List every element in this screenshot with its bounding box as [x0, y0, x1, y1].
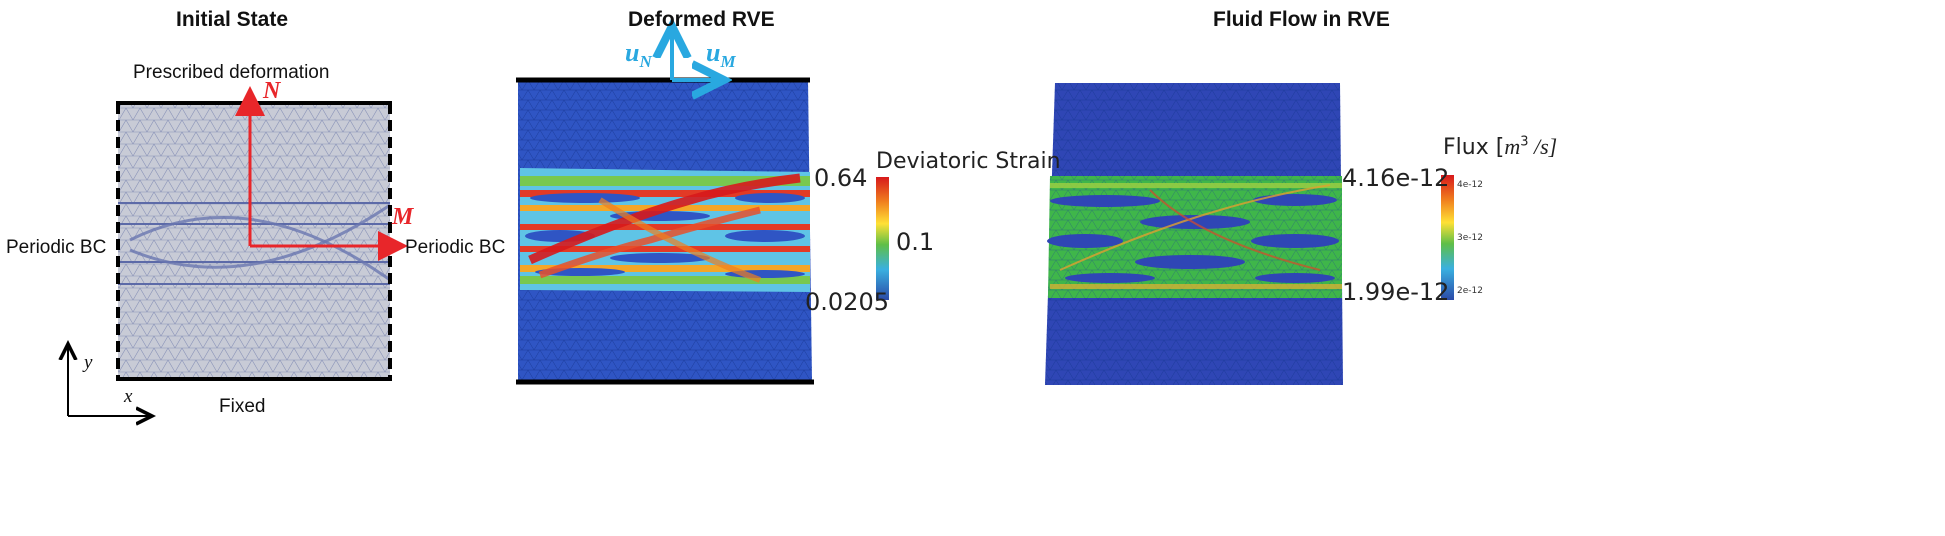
displacement-m-label: uM: [706, 38, 736, 72]
initial-state-title: Initial State: [176, 8, 289, 31]
strain-colorbar-mid: 0.1: [896, 228, 935, 256]
initial-mesh: [116, 101, 392, 381]
strain-colorbar: [876, 177, 889, 300]
flux-colorbar-max: 4.16e-12: [1342, 164, 1450, 192]
prescribed-deformation-label: Prescribed deformation: [133, 62, 330, 83]
fluid-flow-title: Fluid Flow in RVE: [1213, 8, 1390, 31]
deformed-mesh: [516, 77, 814, 385]
periodic-bc-left-label: Periodic BC: [6, 237, 107, 258]
flux-tick-bot: 2e-12: [1457, 286, 1483, 296]
periodic-bc-right-label: Periodic BC: [405, 237, 506, 258]
strain-colorbar-title: Deviatoric Strain: [876, 149, 1061, 174]
strain-colorbar-min: 0.0205: [805, 288, 889, 316]
flux-mesh: [1045, 83, 1343, 385]
displacement-arrows: [672, 34, 716, 80]
flux-colorbar: [1441, 175, 1454, 300]
flux-colorbar-title: Flux [m3 /s]: [1443, 134, 1558, 160]
local-axes-nm: [235, 86, 408, 261]
flux-colorbar-min: 1.99e-12: [1342, 278, 1450, 306]
axis-n-label: N: [263, 78, 281, 104]
coord-y-label: y: [84, 352, 93, 373]
global-axes-xy: [68, 348, 148, 416]
displacement-n-label: uN: [625, 38, 652, 72]
flux-tick-mid: 3e-12: [1457, 233, 1483, 243]
strain-colorbar-max: 0.64: [814, 164, 868, 192]
fixed-label: Fixed: [219, 396, 266, 417]
flux-tick-top: 4e-12: [1457, 180, 1483, 190]
axis-m-label: M: [392, 204, 414, 230]
coord-x-label: x: [124, 386, 133, 407]
deformed-rve-title: Deformed RVE: [628, 8, 775, 31]
